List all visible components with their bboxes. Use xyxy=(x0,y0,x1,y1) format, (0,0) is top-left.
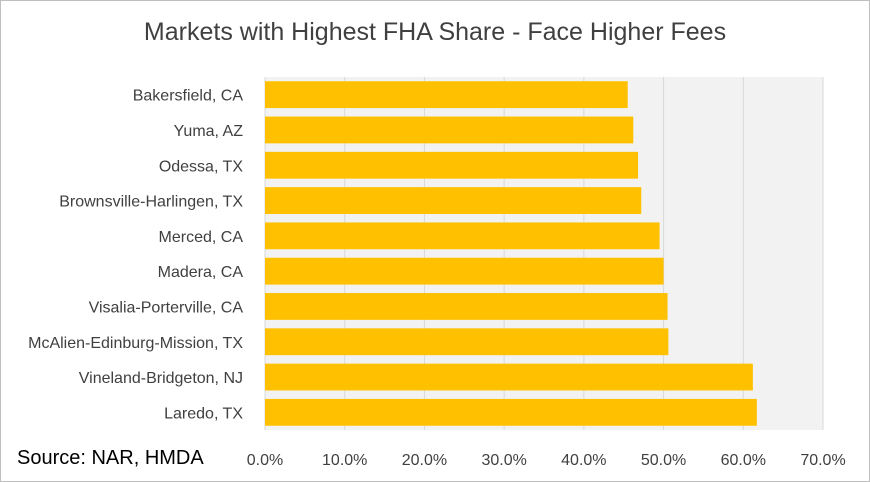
x-tick-label: 10.0% xyxy=(322,452,367,469)
bar xyxy=(265,328,669,356)
x-tick-label: 50.0% xyxy=(641,452,686,469)
source-note: Source: NAR, HMDA xyxy=(17,447,204,469)
x-tick-label: 0.0% xyxy=(247,452,283,469)
x-tick-label: 70.0% xyxy=(800,452,845,469)
x-tick-label: 40.0% xyxy=(561,452,606,469)
category-label: Vineland-Bridgeton, NJ xyxy=(79,370,243,387)
bar xyxy=(265,293,668,320)
category-label: Merced, CA xyxy=(159,229,244,246)
bar xyxy=(265,363,753,391)
chart-title: Markets with Highest FHA Share - Face Hi… xyxy=(143,18,727,46)
category-label: Brownsville-Harlingen, TX xyxy=(59,194,243,211)
category-label: Yuma, AZ xyxy=(174,123,244,140)
bar xyxy=(265,222,660,250)
bar xyxy=(265,398,757,426)
x-tick-label: 60.0% xyxy=(721,452,766,469)
x-tick-label: 30.0% xyxy=(481,452,526,469)
category-label: McAlien-Edinburg-Mission, TX xyxy=(28,335,243,352)
category-label: Odessa, TX xyxy=(159,158,244,175)
bar xyxy=(265,257,664,285)
bar xyxy=(265,116,634,144)
category-label: Laredo, TX xyxy=(164,405,243,422)
category-label: Bakersfield, CA xyxy=(133,88,244,105)
category-label: Visalia-Porterville, CA xyxy=(89,299,244,316)
bar xyxy=(265,81,628,109)
bar xyxy=(265,151,639,179)
category-label: Madera, CA xyxy=(158,264,244,281)
bar xyxy=(265,187,642,214)
x-tick-label: 20.0% xyxy=(402,452,447,469)
